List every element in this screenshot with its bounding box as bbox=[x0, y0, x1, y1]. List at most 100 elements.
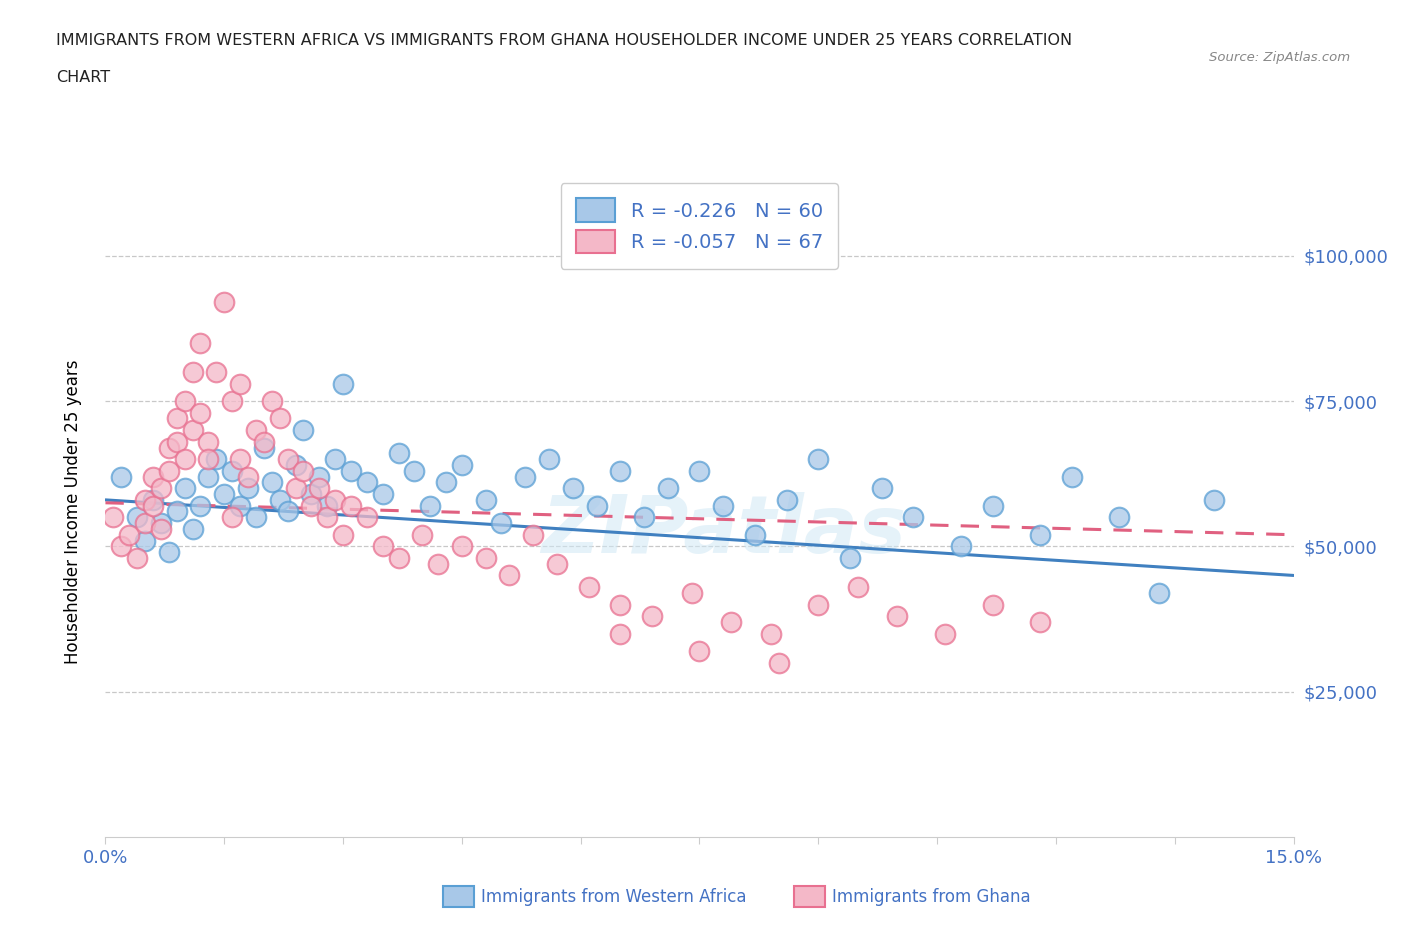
Point bbox=[657, 481, 679, 496]
Point bbox=[839, 551, 862, 565]
Point bbox=[1108, 510, 1130, 525]
Point bbox=[323, 493, 346, 508]
Point bbox=[498, 568, 520, 583]
Point bbox=[157, 463, 180, 478]
Point bbox=[277, 452, 299, 467]
Text: Immigrants from Western Africa: Immigrants from Western Africa bbox=[481, 887, 747, 906]
Point bbox=[450, 539, 472, 554]
Point bbox=[561, 481, 583, 496]
Point bbox=[118, 527, 141, 542]
Point bbox=[474, 493, 496, 508]
Point bbox=[236, 481, 259, 496]
Point bbox=[103, 510, 125, 525]
Point bbox=[181, 365, 204, 379]
Point bbox=[181, 423, 204, 438]
Point bbox=[807, 452, 830, 467]
Point bbox=[308, 470, 330, 485]
Point bbox=[221, 393, 243, 408]
Point bbox=[229, 498, 252, 513]
Point bbox=[229, 452, 252, 467]
Point bbox=[934, 626, 956, 641]
Point bbox=[807, 597, 830, 612]
Point bbox=[205, 365, 228, 379]
Point bbox=[474, 551, 496, 565]
Point bbox=[284, 458, 307, 472]
Point bbox=[245, 510, 267, 525]
Point bbox=[323, 452, 346, 467]
Point bbox=[744, 527, 766, 542]
Point bbox=[1147, 586, 1170, 601]
Point bbox=[332, 377, 354, 392]
Point bbox=[221, 510, 243, 525]
Point bbox=[711, 498, 734, 513]
Point bbox=[768, 656, 790, 671]
Point bbox=[110, 470, 132, 485]
Point bbox=[356, 510, 378, 525]
Point bbox=[236, 470, 259, 485]
Point bbox=[149, 522, 172, 537]
Point bbox=[371, 539, 394, 554]
Point bbox=[173, 452, 195, 467]
Point bbox=[578, 579, 600, 594]
Point bbox=[546, 556, 568, 571]
Point bbox=[404, 463, 426, 478]
Point bbox=[340, 498, 363, 513]
Point bbox=[253, 434, 276, 449]
Point bbox=[197, 470, 219, 485]
Point bbox=[1060, 470, 1083, 485]
Point bbox=[157, 440, 180, 455]
Point bbox=[277, 504, 299, 519]
Point bbox=[197, 452, 219, 467]
Point bbox=[292, 463, 315, 478]
Point bbox=[166, 411, 188, 426]
Point bbox=[1029, 527, 1052, 542]
Point bbox=[340, 463, 363, 478]
Point bbox=[149, 481, 172, 496]
Point bbox=[1204, 493, 1226, 508]
Text: Immigrants from Ghana: Immigrants from Ghana bbox=[832, 887, 1031, 906]
Point bbox=[269, 493, 291, 508]
Point bbox=[450, 458, 472, 472]
Point bbox=[197, 434, 219, 449]
Point bbox=[284, 481, 307, 496]
Point bbox=[537, 452, 560, 467]
Point bbox=[190, 336, 212, 351]
Point bbox=[260, 475, 283, 490]
Point bbox=[110, 539, 132, 554]
Point bbox=[515, 470, 537, 485]
Point bbox=[681, 586, 703, 601]
Point bbox=[253, 440, 276, 455]
Point bbox=[308, 481, 330, 496]
Point bbox=[371, 486, 394, 501]
Point bbox=[775, 493, 797, 508]
Point bbox=[585, 498, 607, 513]
Point bbox=[173, 481, 195, 496]
Point bbox=[387, 446, 409, 461]
Point bbox=[1029, 615, 1052, 630]
Point bbox=[299, 486, 322, 501]
Point bbox=[886, 609, 908, 624]
Text: CHART: CHART bbox=[56, 70, 110, 85]
Point bbox=[720, 615, 742, 630]
Point bbox=[269, 411, 291, 426]
Point bbox=[356, 475, 378, 490]
Point bbox=[759, 626, 782, 641]
Point bbox=[316, 510, 339, 525]
Point bbox=[981, 498, 1004, 513]
Point bbox=[434, 475, 457, 490]
Point bbox=[142, 493, 165, 508]
Point bbox=[190, 498, 212, 513]
Point bbox=[166, 434, 188, 449]
Point bbox=[609, 463, 631, 478]
Point bbox=[166, 504, 188, 519]
Point bbox=[299, 498, 322, 513]
Point bbox=[846, 579, 869, 594]
Point bbox=[870, 481, 893, 496]
Point bbox=[260, 393, 283, 408]
Point bbox=[316, 498, 339, 513]
Point bbox=[332, 527, 354, 542]
Point bbox=[633, 510, 655, 525]
Point bbox=[949, 539, 972, 554]
Legend: R = -0.226   N = 60, R = -0.057   N = 67: R = -0.226 N = 60, R = -0.057 N = 67 bbox=[561, 182, 838, 269]
Text: IMMIGRANTS FROM WESTERN AFRICA VS IMMIGRANTS FROM GHANA HOUSEHOLDER INCOME UNDER: IMMIGRANTS FROM WESTERN AFRICA VS IMMIGR… bbox=[56, 33, 1073, 47]
